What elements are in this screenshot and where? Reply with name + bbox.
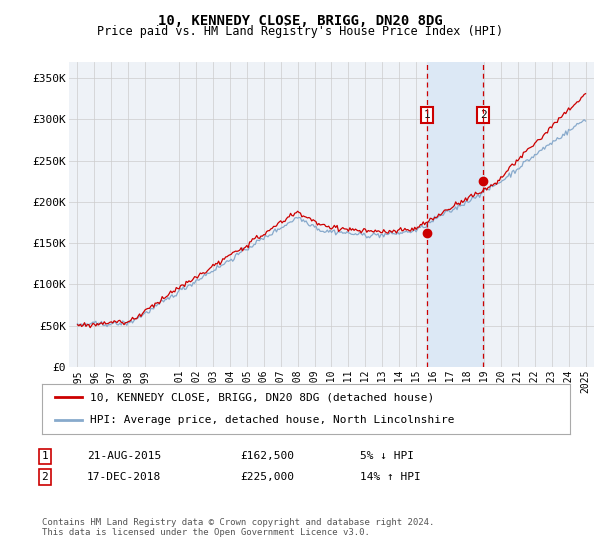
Text: £225,000: £225,000 <box>240 472 294 482</box>
Text: 2: 2 <box>41 472 49 482</box>
Text: 10, KENNEDY CLOSE, BRIGG, DN20 8DG: 10, KENNEDY CLOSE, BRIGG, DN20 8DG <box>158 14 442 28</box>
Text: 17-DEC-2018: 17-DEC-2018 <box>87 472 161 482</box>
Text: Price paid vs. HM Land Registry's House Price Index (HPI): Price paid vs. HM Land Registry's House … <box>97 25 503 38</box>
Text: 10, KENNEDY CLOSE, BRIGG, DN20 8DG (detached house): 10, KENNEDY CLOSE, BRIGG, DN20 8DG (deta… <box>89 392 434 402</box>
Text: HPI: Average price, detached house, North Lincolnshire: HPI: Average price, detached house, Nort… <box>89 416 454 426</box>
Bar <box>427 62 483 367</box>
Text: 21-AUG-2015: 21-AUG-2015 <box>87 451 161 461</box>
Text: 14% ↑ HPI: 14% ↑ HPI <box>360 472 421 482</box>
Text: 1: 1 <box>41 451 49 461</box>
Text: 2: 2 <box>480 110 487 120</box>
Text: £162,500: £162,500 <box>240 451 294 461</box>
Text: 5% ↓ HPI: 5% ↓ HPI <box>360 451 414 461</box>
Text: Contains HM Land Registry data © Crown copyright and database right 2024.
This d: Contains HM Land Registry data © Crown c… <box>42 518 434 538</box>
Text: 1: 1 <box>424 110 430 120</box>
